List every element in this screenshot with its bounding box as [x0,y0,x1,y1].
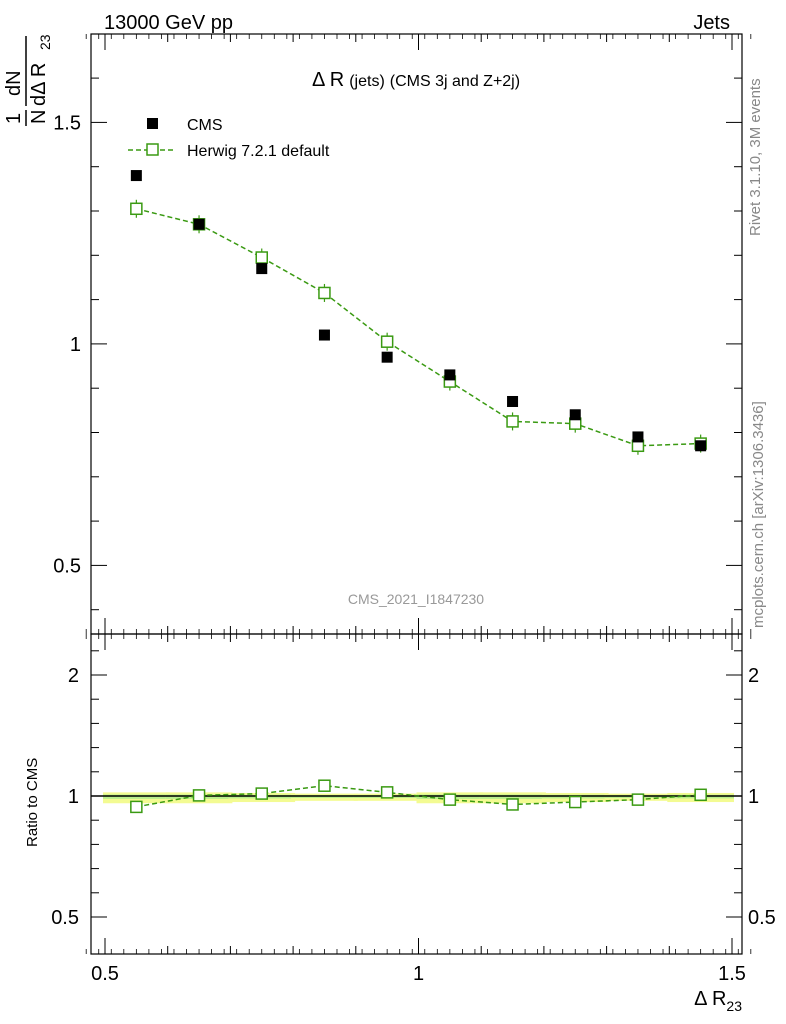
main-y-tick-label: 0.5 [53,555,81,577]
legend: CMS Herwig 7.2.1 default [128,117,330,160]
ratio-herwig-point [380,786,394,799]
legend-cms-label: CMS [187,117,223,134]
ratio-herwig-point [443,793,457,806]
ylabel-numerator-dn: dN [3,70,25,96]
herwig-point [318,286,331,300]
ylabel-denominator-ddr: dΔ R [28,63,50,106]
ratio-herwig-point [255,787,268,800]
plot-title: Δ R (jets) (CMS 3j and Z+2j) [312,69,520,91]
ratio-herwig-point [631,793,645,806]
herwig-point [130,202,143,216]
source-label: mcplots.cern.ch [arXiv:1306.3436] [750,401,767,628]
x-tick-label: 0.5 [91,963,119,985]
herwig-line [136,208,701,447]
x-tick-label: 1 [413,963,424,985]
ylabel-denominator-n: N [28,110,50,124]
ylabel-subscript: 23 [37,34,53,50]
ratio-herwig-point [506,798,519,811]
ratio-herwig-point [192,789,206,802]
ratio-herwig-point [694,788,707,802]
main-y-tick-label: 1.5 [53,112,81,134]
main-y-tick-label: 1 [70,334,81,356]
ratio-herwig-line [136,784,701,808]
x-tick-label: 1.5 [718,963,746,985]
x-axis-label-sub: 23 [726,998,742,1014]
ylabel-numerator-one: 1 [3,113,25,124]
legend-herwig-marker [146,143,159,156]
cms-point [318,329,330,341]
process-label: Jets [693,12,730,34]
ratio-plot-frame [90,633,743,955]
herwig-point [380,335,394,348]
ratio-herwig-point [130,800,143,814]
herwig-point [506,415,519,428]
main-series-group [130,170,707,455]
ratio-y-tick-label-left: 1 [68,786,79,808]
main-axis-ticks: 0.511.522.5 [53,34,752,634]
energy-label: 13000 GeV pp [104,12,233,34]
rivet-label: Rivet 3.1.10, 3M events [747,78,764,236]
cms-point [256,263,268,275]
ratio-y-tick-label-right: 0.5 [748,907,776,929]
ratio-y-tick-label-left: 0.5 [51,907,79,929]
plot-title-suffix: (CMS 3j and Z+2j) [390,73,520,90]
plot-title-prefix: Δ R [312,69,344,91]
x-axis-label: Δ R23 [694,988,742,1014]
ratio-y-tick-label-right: 2 [748,665,759,687]
ratio-y-axis-label: Ratio to CMS [24,758,41,847]
cms-point [507,395,519,407]
herwig-point [255,251,268,264]
ratio-y-tick-label-right: 1 [748,786,759,808]
cms-point [569,409,581,421]
analysis-watermark: CMS_2021_I1847230 [348,591,484,607]
ratio-y-tick-label-left: 2 [68,665,79,687]
ratio-herwig-point [569,795,582,809]
ratio-series-group [130,779,707,814]
cms-point [695,440,707,452]
cms-point [130,170,142,182]
ratio-herwig-point [318,779,331,792]
x-axis-label-main: Δ R [694,988,726,1010]
cms-point [381,351,393,363]
cms-point [193,218,205,230]
legend-herwig-label: Herwig 7.2.1 default [187,143,330,160]
plot-title-jets: (jets) [349,73,385,90]
ratio-axis-ticks: 0.5 0.5 1 1 2 2 0.5 1 1.5 [51,634,776,985]
main-y-axis-label: 1 N dN dΔ R 23 [3,34,53,126]
cms-point [444,369,456,381]
cms-point [632,431,644,443]
legend-cms-marker [147,118,158,129]
